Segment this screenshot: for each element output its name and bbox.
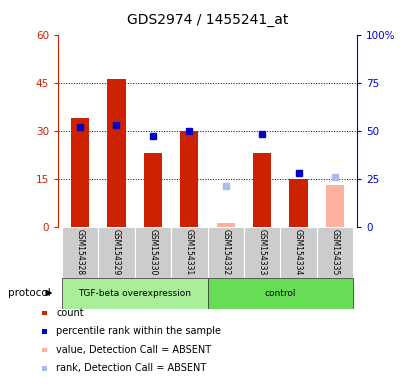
- Text: percentile rank within the sample: percentile rank within the sample: [56, 326, 221, 336]
- Bar: [253, 153, 271, 227]
- Bar: [281, 227, 317, 278]
- Bar: [180, 131, 198, 227]
- Bar: [244, 227, 281, 278]
- Bar: [217, 223, 235, 227]
- Text: control: control: [265, 289, 296, 298]
- Bar: [71, 118, 89, 227]
- Text: GSM154330: GSM154330: [148, 229, 157, 276]
- Bar: [171, 227, 208, 278]
- Text: TGF-beta overexpression: TGF-beta overexpression: [78, 289, 191, 298]
- Text: GSM154328: GSM154328: [76, 229, 85, 276]
- Text: rank, Detection Call = ABSENT: rank, Detection Call = ABSENT: [56, 363, 206, 373]
- Bar: [290, 179, 308, 227]
- Bar: [62, 227, 98, 278]
- Bar: [326, 185, 344, 227]
- Bar: [107, 79, 125, 227]
- Text: GSM154334: GSM154334: [294, 229, 303, 276]
- Text: GDS2974 / 1455241_at: GDS2974 / 1455241_at: [127, 13, 288, 27]
- Text: GSM154329: GSM154329: [112, 229, 121, 276]
- Bar: [144, 153, 162, 227]
- Bar: [98, 227, 134, 278]
- Text: protocol: protocol: [8, 288, 51, 298]
- Text: value, Detection Call = ABSENT: value, Detection Call = ABSENT: [56, 345, 211, 355]
- Bar: [134, 227, 171, 278]
- Bar: [62, 278, 208, 309]
- Bar: [317, 227, 353, 278]
- Text: count: count: [56, 308, 84, 318]
- Bar: [208, 278, 353, 309]
- Text: GSM154331: GSM154331: [185, 229, 194, 276]
- Bar: [208, 227, 244, 278]
- Text: GSM154335: GSM154335: [330, 229, 339, 276]
- Text: GSM154332: GSM154332: [221, 229, 230, 276]
- Text: GSM154333: GSM154333: [258, 229, 267, 276]
